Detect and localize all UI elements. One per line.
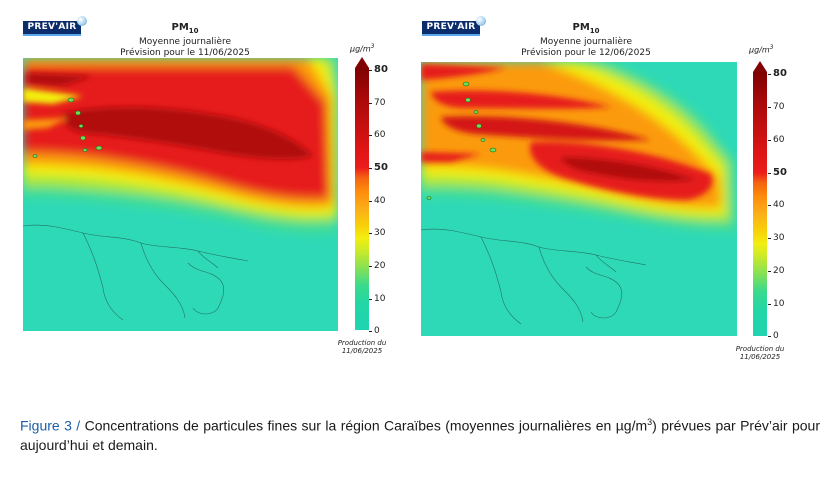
pm10-field xyxy=(23,58,338,331)
colorbar xyxy=(753,72,767,336)
pm10-field xyxy=(421,62,737,336)
colorbar-tick-20: 20 xyxy=(767,266,785,276)
plume-streak xyxy=(23,118,68,130)
figure-caption: Figure 3 / Concentrations de particules … xyxy=(20,413,820,455)
plume-streak xyxy=(28,73,93,86)
map-header: PM10 Moyenne journalière Prévision pour … xyxy=(476,22,696,59)
caption-unit-sup: 3 xyxy=(647,417,653,427)
plume-streak xyxy=(421,64,506,80)
colorbar-tick-70: 70 xyxy=(767,102,785,112)
logo-globe-icon xyxy=(476,16,486,26)
caption-text-end: ) prévues par Prév’air pour aujourd’hui … xyxy=(20,417,820,453)
colorbar-tick-60: 60 xyxy=(368,130,386,140)
colorbar-tick-40: 40 xyxy=(368,196,386,206)
production-note: Production du 11/06/2025 xyxy=(337,339,387,355)
colorbar-tick-50: 50 xyxy=(768,167,787,178)
prevair-logo: PREV'AIR xyxy=(23,16,87,36)
plume-max-darkred xyxy=(62,106,313,160)
caption-text: Concentrations de particules fines sur l… xyxy=(80,417,648,434)
plume-streak xyxy=(441,116,651,141)
map-panel-2: PREV'AIR PM10 Moyenne journalière Prévis… xyxy=(398,0,798,370)
logo-globe-icon xyxy=(77,16,87,26)
colorbar-tick-70: 70 xyxy=(368,98,386,108)
colorbar xyxy=(355,68,369,330)
colorbar-tick-60: 60 xyxy=(767,135,785,145)
plume-max-darkred xyxy=(561,157,696,182)
pm10-map xyxy=(23,58,338,331)
colorbar-max-arrow xyxy=(753,61,767,72)
colorbar-tick-10: 10 xyxy=(767,299,785,309)
colorbar-tick-80: 80 xyxy=(369,64,388,75)
colorbar-tick-30: 30 xyxy=(767,233,785,243)
map-forecast-date: Prévision pour le 12/06/2025 xyxy=(521,48,651,58)
map-subtitle: Moyenne journalière xyxy=(139,37,231,47)
colorbar-unit: µg/m3 xyxy=(749,44,774,55)
map-title: PM10 xyxy=(572,22,600,35)
production-note: Production du 11/06/2025 xyxy=(735,345,785,361)
map-forecast-date: Prévision pour le 11/06/2025 xyxy=(120,48,250,58)
colorbar-tick-80: 80 xyxy=(768,68,787,79)
figure-label: Figure 3 / xyxy=(20,417,81,434)
colorbar-tick-0: 0 xyxy=(369,326,380,336)
colorbar-tick-10: 10 xyxy=(368,294,386,304)
caribbean-islands xyxy=(426,81,497,200)
map-header: PM10 Moyenne journalière Prévision pour … xyxy=(75,22,295,59)
map-panel-1: PREV'AIR PM10 Moyenne journalière Prévis… xyxy=(0,0,400,370)
pm10-map xyxy=(421,62,737,336)
plume-streak xyxy=(431,90,611,109)
colorbar-tick-20: 20 xyxy=(368,261,386,271)
colorbar-tick-50: 50 xyxy=(369,162,388,173)
map-title: PM10 xyxy=(171,22,199,35)
colorbar-tick-40: 40 xyxy=(767,200,785,210)
coastline-borders xyxy=(421,228,647,325)
colorbar-max-arrow xyxy=(355,57,369,68)
map-subtitle: Moyenne journalière xyxy=(540,37,632,47)
colorbar-tick-30: 30 xyxy=(368,228,386,238)
caribbean-islands xyxy=(32,97,103,158)
colorbar-unit: µg/m3 xyxy=(350,43,375,54)
coastline-borders xyxy=(23,224,249,321)
plume-streak xyxy=(421,152,481,162)
prevair-logo: PREV'AIR xyxy=(422,16,486,36)
colorbar-tick-0: 0 xyxy=(768,331,779,341)
